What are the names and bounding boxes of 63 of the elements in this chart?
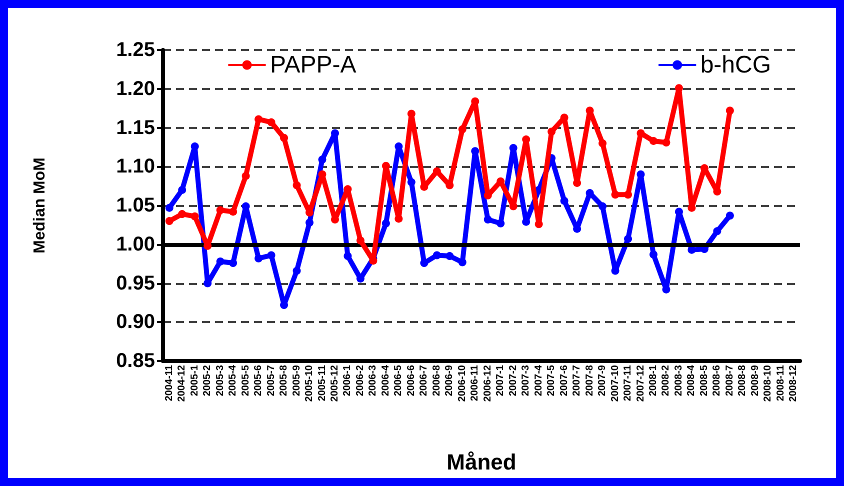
y-tick-label: 0.85 bbox=[116, 350, 155, 372]
x-tick-label: 2005-5 bbox=[240, 364, 252, 396]
x-tick-label: 2007-12 bbox=[635, 364, 646, 402]
x-tick-label: 2008-11 bbox=[775, 364, 786, 402]
x-tick-label: 2005-11 bbox=[316, 364, 328, 402]
x-tick-label: 2007-4 bbox=[533, 364, 544, 396]
x-tick-label: 2005-2 bbox=[202, 364, 214, 396]
x-tick-label: 2007-1 bbox=[495, 364, 506, 396]
x-tick-label: 2007-7 bbox=[572, 364, 583, 396]
x-tick-label: 2007-8 bbox=[584, 364, 596, 396]
x-tick-label: 2005-8 bbox=[278, 364, 290, 396]
x-tick-label: 2006-8 bbox=[431, 364, 442, 396]
x-tick-label: 2008-2 bbox=[660, 364, 672, 396]
x-tick-label: 2006-7 bbox=[418, 364, 430, 396]
y-tick-label: 1.05 bbox=[116, 194, 155, 216]
x-tick-label: 2007-6 bbox=[558, 364, 570, 396]
x-tick-label: 2007-11 bbox=[622, 364, 634, 402]
x-tick-label: 2005-6 bbox=[253, 364, 264, 396]
y-axis-title: Median MoM bbox=[32, 158, 48, 254]
x-tick-label: 2006-11 bbox=[470, 364, 481, 402]
x-tick-label: 2008-6 bbox=[712, 364, 723, 396]
y-tick-label: 1.25 bbox=[116, 39, 155, 61]
x-tick-label: 2006-5 bbox=[393, 364, 404, 396]
x-tick-label: 2005-1 bbox=[189, 364, 200, 396]
x-tick-label: 2006-9 bbox=[444, 364, 456, 396]
x-tick-label: 2004-12 bbox=[176, 364, 188, 402]
y-tick-label: 1.15 bbox=[116, 116, 155, 139]
y-tick-label: 0.90 bbox=[116, 311, 155, 334]
x-tick-label: 2005-3 bbox=[214, 364, 226, 396]
x-tick-label: 2007-10 bbox=[610, 364, 621, 402]
x-tick-label: 2006-6 bbox=[406, 364, 417, 396]
y-tick-label: 1.00 bbox=[116, 233, 155, 256]
x-tick-label: 2008-4 bbox=[686, 364, 698, 396]
x-tick-label: 2007-5 bbox=[546, 364, 558, 396]
x-tick-label: 2008-12 bbox=[788, 364, 800, 402]
legend-label: PAPP-A bbox=[270, 52, 356, 78]
x-tick-label: 2008-7 bbox=[724, 364, 736, 396]
x-tick-label: 2006-1 bbox=[342, 364, 354, 396]
x-tick-label: 2008-10 bbox=[762, 364, 774, 402]
x-tick-label: 2006-12 bbox=[482, 364, 494, 402]
x-tick-label: 2006-2 bbox=[354, 364, 366, 396]
x-tick-label: 2007-3 bbox=[520, 364, 532, 396]
x-tick-label: 2005-12 bbox=[329, 364, 340, 402]
x-tick-label: 2006-10 bbox=[456, 364, 468, 402]
x-tick-label: 2004-11 bbox=[164, 364, 175, 402]
x-tick-label: 2008-8 bbox=[737, 364, 748, 396]
y-tick-label: 1.20 bbox=[116, 78, 155, 100]
x-tick-label: 2007-9 bbox=[597, 364, 608, 396]
x-tick-label: 2005-4 bbox=[228, 364, 239, 396]
legend-label: b-hCG bbox=[700, 52, 771, 78]
x-tick-label: 2008-3 bbox=[673, 364, 684, 396]
x-tick-label: 2005-10 bbox=[304, 364, 316, 402]
x-tick-label: 2006-4 bbox=[380, 364, 392, 396]
x-tick-label: 2005-9 bbox=[291, 364, 302, 396]
x-axis-title: Måned bbox=[446, 450, 516, 474]
x-tick-label: 2008-1 bbox=[648, 364, 659, 396]
y-tick-label: 1.10 bbox=[116, 156, 155, 178]
x-tick-label: 2005-7 bbox=[266, 364, 277, 396]
x-tick-label: 2008-5 bbox=[698, 364, 710, 396]
y-tick-label: 0.95 bbox=[116, 272, 155, 294]
x-tick-label: 2008-9 bbox=[750, 364, 761, 396]
x-tick-label: 2006-3 bbox=[368, 364, 379, 396]
x-tick-label: 2007-2 bbox=[508, 364, 519, 396]
